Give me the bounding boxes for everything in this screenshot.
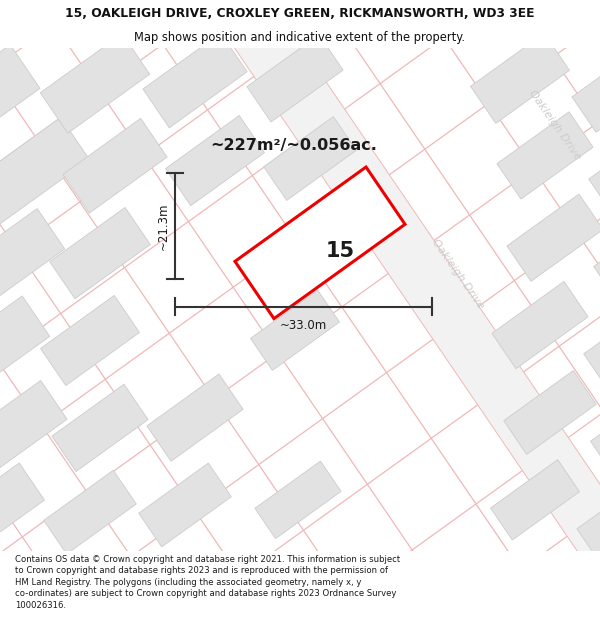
Polygon shape	[0, 463, 44, 553]
Polygon shape	[50, 208, 150, 299]
Text: Oakleigh Drive: Oakleigh Drive	[527, 88, 583, 161]
Polygon shape	[147, 374, 243, 461]
Polygon shape	[143, 33, 247, 128]
Polygon shape	[166, 116, 265, 206]
Polygon shape	[0, 296, 50, 396]
Polygon shape	[0, 381, 67, 475]
Text: ~33.0m: ~33.0m	[280, 319, 327, 332]
Polygon shape	[0, 118, 89, 224]
Polygon shape	[255, 461, 341, 539]
Polygon shape	[590, 393, 600, 473]
Polygon shape	[159, 0, 600, 625]
Polygon shape	[247, 35, 343, 122]
Polygon shape	[235, 167, 405, 319]
Polygon shape	[504, 371, 596, 454]
Polygon shape	[0, 209, 65, 308]
Text: Oakleigh Drive: Oakleigh Drive	[430, 237, 486, 311]
Polygon shape	[577, 482, 600, 559]
Polygon shape	[139, 463, 231, 547]
Polygon shape	[40, 34, 150, 133]
Text: ~21.3m: ~21.3m	[157, 202, 170, 249]
Polygon shape	[594, 216, 600, 300]
Text: 15, OAKLEIGH DRIVE, CROXLEY GREEN, RICKMANSWORTH, WD3 3EE: 15, OAKLEIGH DRIVE, CROXLEY GREEN, RICKM…	[65, 7, 535, 20]
Polygon shape	[507, 194, 600, 281]
Polygon shape	[589, 129, 600, 213]
Polygon shape	[254, 204, 346, 286]
Text: Map shows position and indicative extent of the property.: Map shows position and indicative extent…	[134, 31, 466, 44]
Polygon shape	[492, 281, 588, 369]
Polygon shape	[470, 33, 569, 123]
Polygon shape	[251, 290, 340, 371]
Polygon shape	[52, 384, 148, 471]
Text: ~227m²/~0.056ac.: ~227m²/~0.056ac.	[210, 138, 377, 152]
Polygon shape	[572, 45, 600, 132]
Polygon shape	[63, 118, 167, 213]
Polygon shape	[264, 117, 356, 201]
Text: 15: 15	[325, 241, 355, 261]
Polygon shape	[0, 44, 40, 153]
Polygon shape	[491, 459, 580, 540]
Polygon shape	[497, 112, 593, 199]
Text: Contains OS data © Crown copyright and database right 2021. This information is : Contains OS data © Crown copyright and d…	[15, 555, 400, 610]
Polygon shape	[584, 304, 600, 388]
Polygon shape	[41, 296, 139, 386]
Polygon shape	[44, 470, 136, 554]
